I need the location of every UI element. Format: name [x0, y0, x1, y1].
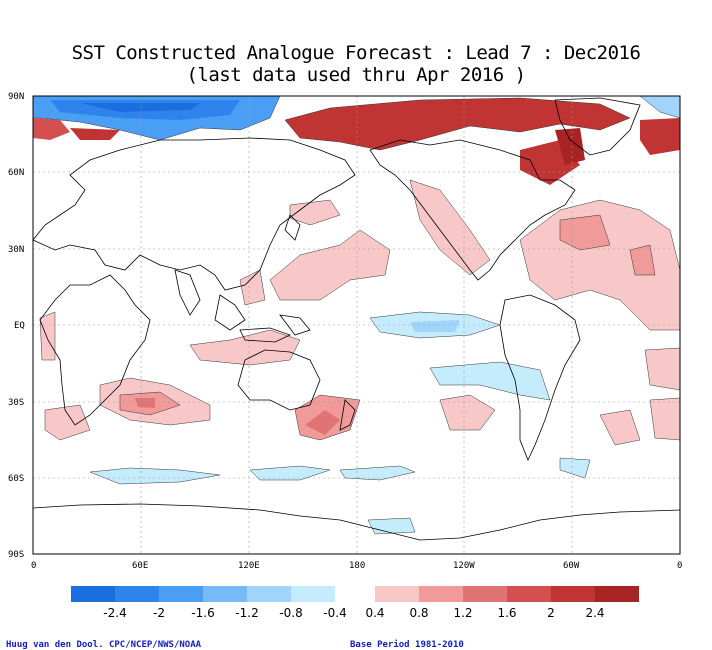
- lon-tick: 120W: [453, 561, 475, 571]
- colorbar-label-positive: 0.8: [409, 606, 429, 620]
- colorbar-swatch-positive: [375, 586, 419, 602]
- colorbar-label-negative: -0.4: [323, 606, 347, 620]
- colorbar-swatch-positive: [419, 586, 463, 602]
- colorbar-swatch-negative: [159, 586, 203, 602]
- lon-tick: 60W: [563, 561, 580, 571]
- colorbar-label-positive: 0.4: [365, 606, 385, 620]
- colorbar-label-negative: -0.8: [279, 606, 303, 620]
- map-title-line2: (last data used thru Apr 2016 ): [186, 64, 526, 86]
- colorbar-swatch-negative: [203, 586, 247, 602]
- lon-tick: 60E: [132, 561, 148, 571]
- lon-tick: 0: [31, 561, 36, 571]
- lon-axis: 0 60E 120E 180 120W 60W 0: [31, 561, 682, 571]
- colorbar-swatch-positive: [507, 586, 551, 602]
- coastlines: [32, 97, 681, 541]
- colorbar-label-positive: 2.4: [585, 606, 605, 620]
- colorbar-swatch-positive: [551, 586, 595, 602]
- anomaly-fields: [33, 96, 680, 535]
- lat-tick: 90S: [8, 550, 24, 560]
- lat-tick: 30N: [8, 245, 24, 255]
- colorbar-label-positive: 2: [547, 606, 555, 620]
- colorbar-swatch-negative: [71, 586, 115, 602]
- graticule: [33, 96, 680, 554]
- lat-tick: 60S: [8, 474, 24, 484]
- lat-axis: 90N 60N 30N EQ 30S 60S 90S: [8, 92, 25, 560]
- colorbar-swatch-positive: [463, 586, 507, 602]
- map-title-line1: SST Constructed Analogue Forecast : Lead…: [71, 42, 641, 64]
- colorbar-label-negative: -2.4: [103, 606, 127, 620]
- colorbar: [71, 586, 639, 602]
- colorbar-label-positive: 1.2: [453, 606, 473, 620]
- colorbar-label-positive: 1.6: [497, 606, 517, 620]
- colorbar-swatch-negative: [291, 586, 335, 602]
- lat-tick: 30S: [8, 398, 24, 408]
- credit-author: Huug van den Dool. CPC/NCEP/NWS/NOAA: [6, 640, 202, 650]
- colorbar-label-negative: -1.2: [235, 606, 259, 620]
- colorbar-swatch-negative: [247, 586, 291, 602]
- map-frame: [32, 95, 681, 555]
- lon-tick: 120E: [238, 561, 260, 571]
- lat-tick: 90N: [8, 92, 24, 102]
- lon-tick: 0: [677, 561, 682, 571]
- colorbar-swatch-positive: [595, 586, 639, 602]
- colorbar-label-negative: -2: [153, 606, 165, 620]
- lat-tick: EQ: [14, 321, 25, 331]
- lat-tick: 60N: [8, 168, 24, 178]
- lon-tick: 180: [349, 561, 365, 571]
- arctic-warm-anomaly: [284, 97, 631, 151]
- colorbar-label-negative: -1.6: [191, 606, 215, 620]
- colorbar-swatch-negative: [115, 586, 159, 602]
- credit-base-period: Base Period 1981-2010: [350, 640, 464, 650]
